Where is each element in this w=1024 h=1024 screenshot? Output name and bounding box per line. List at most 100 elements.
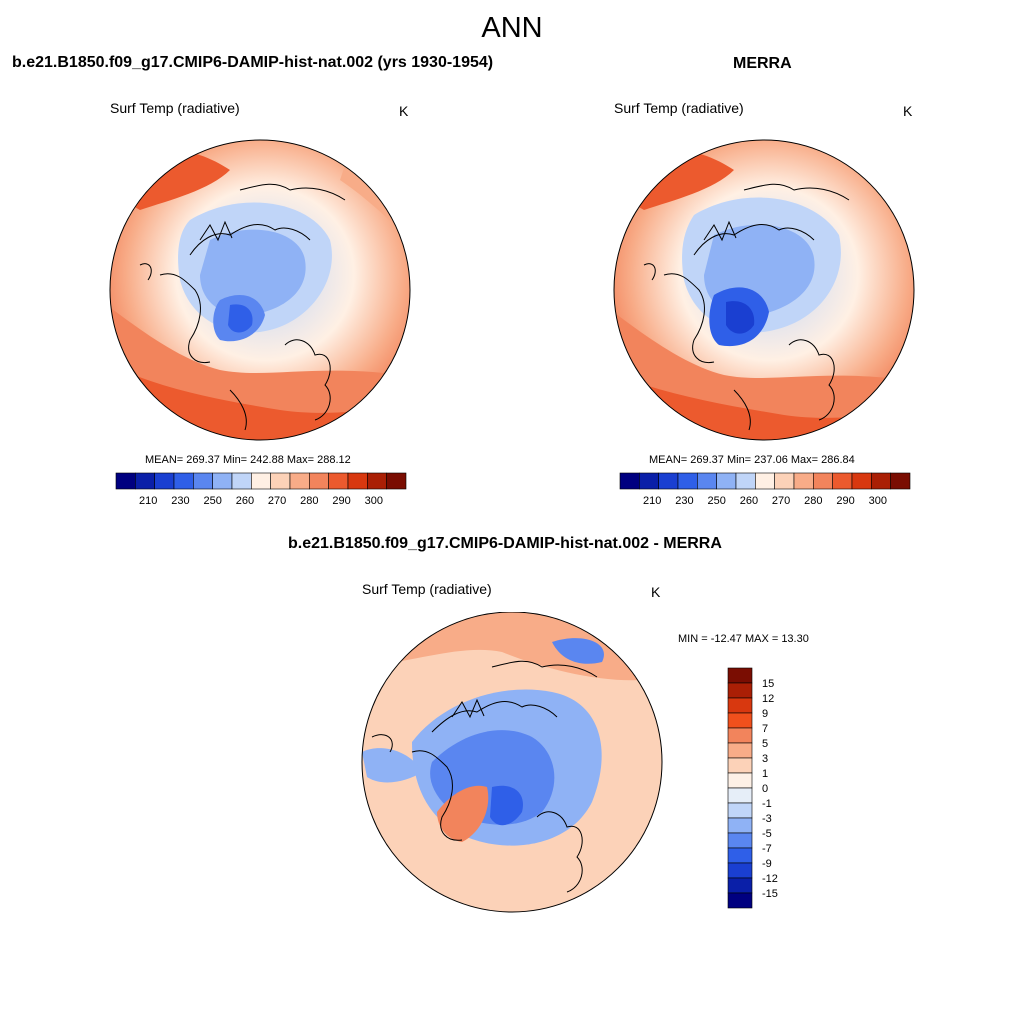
panel1-colorbar-swatch: [386, 472, 407, 490]
panel3-stats: MIN = -12.47 MAX = 13.30: [678, 633, 809, 645]
panel3-colorbar-swatch: [727, 742, 753, 759]
panel3-colorbar-swatch: [727, 862, 753, 879]
panel2-colorbar-swatch: [890, 472, 911, 490]
panel2-stats: MEAN= 269.37 Min= 237.06 Max= 286.84: [649, 454, 855, 466]
panel2-colorbar-tick-label: 210: [643, 495, 661, 507]
panel3-colorbar-tick-label: 3: [762, 753, 768, 765]
panel1-colorbar: 210 230 250 260 270 280 290 300: [115, 472, 407, 507]
panel2-colorbar-swatch: [716, 472, 737, 490]
panel3-colorbar-tick-label: -3: [762, 813, 772, 825]
panel1-units-label: K: [399, 103, 409, 119]
panel2-colorbar-swatch: [697, 472, 717, 490]
panel2-units-label: K: [903, 103, 913, 119]
panel3-colorbar-swatch: [727, 727, 753, 744]
panel3-colorbar-swatch: [727, 802, 753, 819]
panel1-colorbar-tick-label: 250: [203, 495, 221, 507]
panel3-colorbar-tick-label: 12: [762, 693, 774, 705]
panel2-map-border: [613, 139, 915, 441]
panel1-colorbar-tick-label: 280: [300, 495, 318, 507]
panel2-colorbar-tick-label: 300: [869, 495, 887, 507]
panel3-colorbar-tick-label: -15: [762, 888, 778, 900]
panel3-colorbar-tick-label: 5: [762, 738, 768, 750]
panel1-colorbar-swatch: [135, 472, 155, 490]
panel1-colorbar-swatch: [212, 472, 233, 490]
panel3-colorbar-swatch: [727, 832, 753, 849]
panel1-colorbar-swatch: [231, 472, 252, 490]
panel3-colorbar-tick-label: -12: [762, 873, 778, 885]
panel3-map-border: [361, 612, 663, 913]
panel1-colorbar-tick-label: 230: [171, 495, 189, 507]
panel3-colorbar-swatch: [727, 757, 753, 774]
panel3-colorbar-swatch: [727, 847, 753, 864]
panel1-coastlines: [139, 183, 346, 431]
panel3-colorbar-tick-label: -5: [762, 828, 772, 840]
panel1-colorbar-tick-label: 260: [236, 495, 254, 507]
panel3-coastlines: [371, 660, 598, 893]
panel2-colorbar-swatch: [619, 472, 640, 490]
panel1-colorbar-tick-label: 300: [365, 495, 383, 507]
panel2-colorbar-swatch: [793, 472, 814, 490]
panel3-colorbar-swatch: [727, 817, 753, 834]
panel3-colorbar-swatch: [727, 892, 753, 909]
panel3-colorbar: 15 12 9 7 5 3 1 0 -1 -3 -5 -7 -9 -12 -15: [727, 667, 778, 909]
panel3-polar-map: [361, 612, 663, 913]
panel2-colorbar-swatch: [658, 472, 679, 490]
panel2-coastlines: [643, 183, 850, 431]
panel1-colorbar-swatch: [328, 472, 349, 490]
panel3-colorbar-tick-label: 0: [762, 783, 768, 795]
panel2-colorbar-tick-label: 230: [675, 495, 693, 507]
panel3-colorbar-tick-label: 9: [762, 708, 768, 720]
panel1-polar-map: [109, 139, 411, 441]
panel2-colorbar-tick-label: 280: [804, 495, 822, 507]
panel2-polar-map: [613, 139, 915, 441]
panel3-colorbar-swatch: [727, 697, 753, 714]
panel1-colorbar-tick-label: 210: [139, 495, 157, 507]
panel2-colorbar-tick-label: 260: [740, 495, 758, 507]
panel2-colorbar-swatch: [755, 472, 775, 490]
panel2-title: MERRA: [733, 55, 792, 72]
panel1-colorbar-swatch: [251, 472, 271, 490]
panel1-colorbar-swatch: [367, 472, 387, 490]
panel2-colorbar-swatch: [871, 472, 891, 490]
panel3-colorbar-swatch: [727, 667, 753, 684]
panel1-variable-label: Surf Temp (radiative): [110, 100, 240, 116]
panel1-stats: MEAN= 269.37 Min= 242.88 Max= 288.12: [145, 454, 351, 466]
panel3-colorbar-tick-label: 7: [762, 723, 768, 735]
panel3-colorbar-tick-label: -1: [762, 798, 772, 810]
panel2-colorbar-swatch: [735, 472, 756, 490]
panel1-colorbar-tick-label: 270: [268, 495, 286, 507]
panel2-colorbar: 210 230 250 260 270 280 290 300: [619, 472, 911, 507]
panel3-colorbar-swatch: [727, 877, 753, 894]
panel3-colorbar-tick-label: 15: [762, 678, 774, 690]
panel1-colorbar-swatch: [289, 472, 310, 490]
panel2-colorbar-tick-label: 270: [772, 495, 790, 507]
panel1-colorbar-swatch: [173, 472, 194, 490]
panel1-colorbar-swatch: [193, 472, 213, 490]
panel2-temperature-field: [614, 140, 914, 440]
panel2-colorbar-tick-label: 250: [707, 495, 725, 507]
panel3-colorbar-tick-label: -9: [762, 858, 772, 870]
panel3-title: b.e21.B1850.f09_g17.CMIP6-DAMIP-hist-nat…: [288, 535, 722, 552]
panel3-colorbar-tick-label: -7: [762, 843, 772, 855]
panel3-colorbar-swatch: [727, 682, 753, 699]
panel2-colorbar-swatch: [813, 472, 833, 490]
panel1-temperature-field: [110, 140, 410, 440]
panel3-colorbar-swatch: [727, 787, 753, 804]
panel2-colorbar-swatch: [639, 472, 659, 490]
panel2-colorbar-swatch: [677, 472, 698, 490]
panel3-colorbar-swatch: [727, 712, 753, 729]
panel1-colorbar-swatch: [154, 472, 175, 490]
panel1-title: b.e21.B1850.f09_g17.CMIP6-DAMIP-hist-nat…: [12, 54, 494, 71]
panel3-colorbar-swatch: [727, 772, 753, 789]
main-title: ANN: [481, 12, 543, 44]
panel1-colorbar-tick-label: 290: [332, 495, 350, 507]
panel2-colorbar-swatch: [851, 472, 872, 490]
panel2-variable-label: Surf Temp (radiative): [614, 100, 744, 116]
panel1-colorbar-swatch: [270, 472, 291, 490]
panel1-colorbar-swatch: [115, 472, 136, 490]
panel1-colorbar-swatch: [347, 472, 368, 490]
panel3-units-label: K: [651, 584, 661, 600]
panel1-map-border: [109, 139, 411, 441]
panel1-colorbar-swatch: [309, 472, 329, 490]
panel2-colorbar-tick-label: 290: [836, 495, 854, 507]
